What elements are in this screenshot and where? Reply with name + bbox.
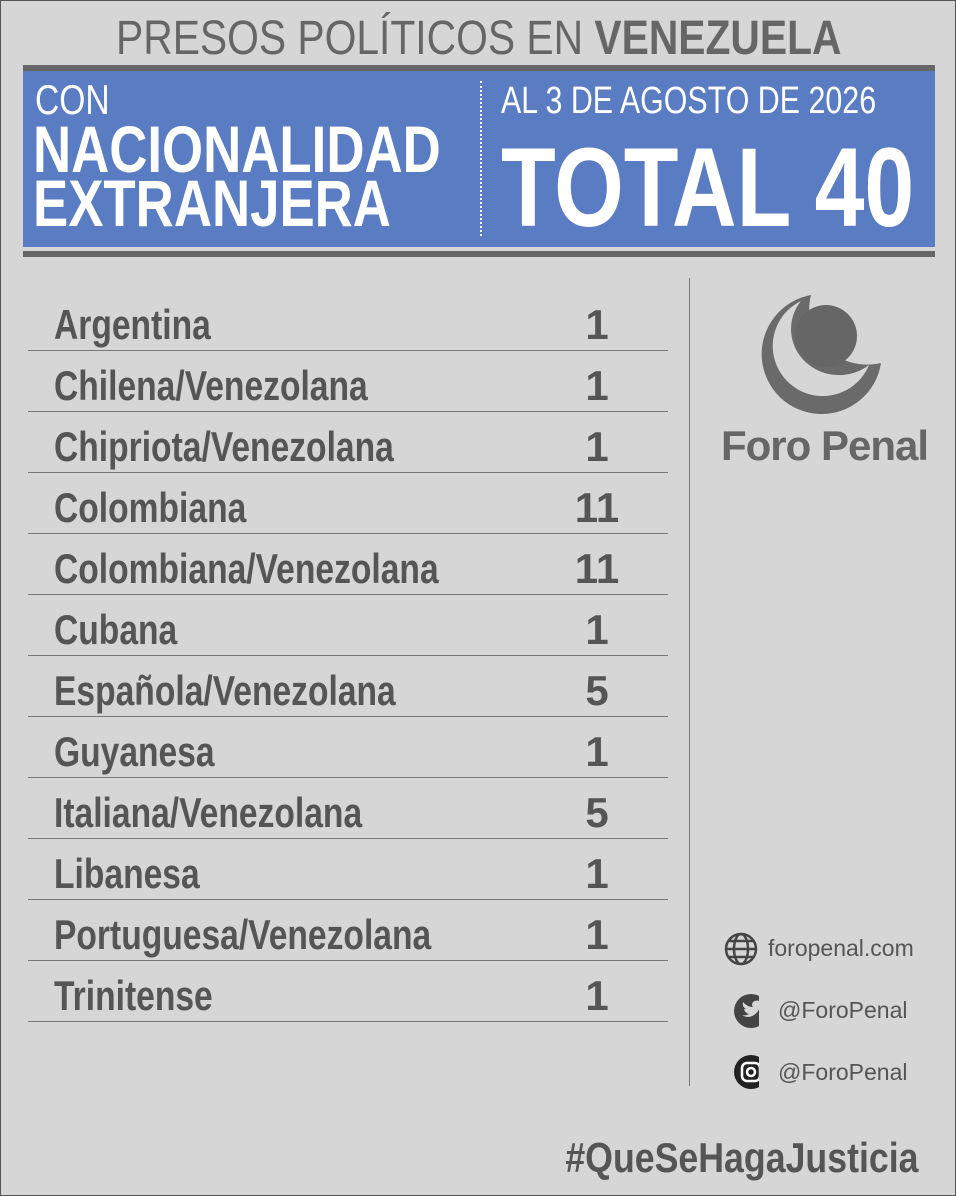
row-value: 1	[585, 301, 609, 348]
banner: CON NACIONALIDAD EXTRANJERA AL 3 DE AGOS…	[23, 71, 935, 247]
row-label: Guyanesa	[54, 728, 215, 775]
row-label: Chipriota/Venezolana	[54, 423, 394, 470]
row-label: Trinitense	[54, 972, 213, 1019]
row-separator	[28, 716, 668, 717]
row-label: Colombiana	[54, 484, 247, 531]
row-value: 5	[585, 667, 609, 714]
row-value: 1	[585, 362, 609, 409]
rule	[23, 65, 935, 71]
row-value: 1	[585, 972, 609, 1019]
row-value: 1	[585, 728, 609, 775]
row-separator	[28, 777, 668, 778]
contact-icons	[724, 932, 759, 1089]
banner-date: AL 3 DE AGOSTO DE 2026	[501, 80, 877, 122]
row-label: Italiana/Venezolana	[54, 789, 363, 836]
row-separator	[28, 472, 668, 473]
row-label: Española/Venezolana	[54, 667, 396, 714]
row-separator	[28, 899, 668, 900]
row-separator	[28, 960, 668, 961]
row-separator	[28, 838, 668, 839]
banner-line: NACIONALIDAD	[33, 112, 441, 186]
title: PRESOS POLÍTICOS EN VENEZUELA	[1, 11, 955, 67]
title-bold: VENEZUELA	[594, 12, 842, 65]
logo-mark	[761, 295, 881, 415]
divider	[480, 81, 482, 236]
row-label: Libanesa	[54, 850, 200, 897]
row-value: 1	[585, 423, 609, 470]
website: foropenal.com	[768, 935, 914, 961]
row-value: 5	[585, 789, 609, 836]
row-label: Portuguesa/Venezolana	[54, 911, 432, 958]
twitter: @ForoPenal	[778, 997, 908, 1023]
row-value: 1	[585, 606, 609, 653]
row-label: Chilena/Venezolana	[54, 362, 368, 409]
banner-line: EXTRANJERA	[33, 166, 391, 240]
row-value: 11	[574, 545, 620, 592]
row-label: Colombiana/Venezolana	[54, 545, 439, 592]
rule	[23, 251, 935, 257]
row-value: 11	[574, 484, 620, 531]
row-separator	[28, 594, 668, 595]
row-separator	[28, 533, 668, 534]
logo-name: Foro Penal	[721, 422, 929, 469]
row-value: 1	[585, 911, 609, 958]
row-separator	[28, 411, 668, 412]
banner-total: TOTAL 40	[501, 125, 915, 250]
row-label: Cubana	[54, 606, 178, 653]
banner-line: CON	[35, 76, 110, 123]
divider	[689, 278, 690, 1086]
row-separator	[28, 655, 668, 656]
instagram: @ForoPenal	[778, 1059, 908, 1085]
row-label: Argentina	[54, 301, 211, 348]
row-separator	[28, 1021, 668, 1022]
title-light: PRESOS POLÍTICOS EN	[116, 12, 584, 65]
row-separator	[28, 350, 668, 351]
row-value: 1	[585, 850, 609, 897]
hashtag: #QueSeHagaJusticia	[565, 1134, 919, 1181]
